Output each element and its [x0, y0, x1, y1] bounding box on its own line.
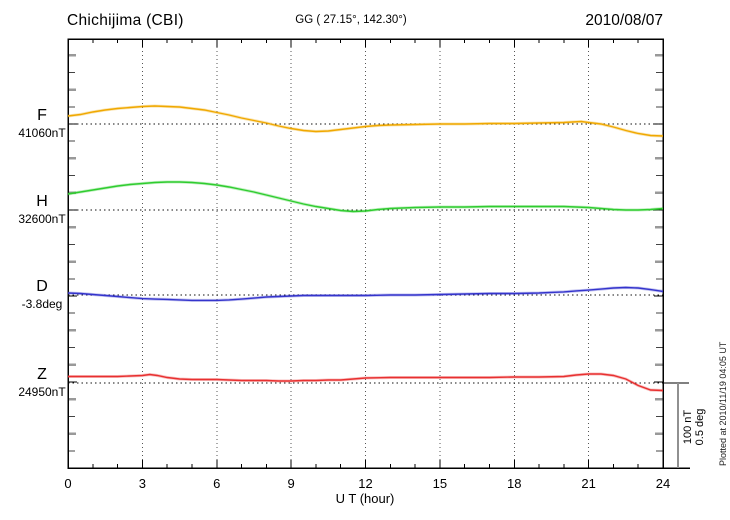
plot-frame: [67, 38, 690, 469]
x-tick-label: 21: [581, 476, 595, 491]
x-tick-label: 6: [213, 476, 220, 491]
trace-Z: [68, 373, 664, 392]
x-tick-label: 9: [288, 476, 295, 491]
trace-H: [67, 181, 664, 213]
trace-F: [67, 105, 664, 137]
x-tick-label: 3: [139, 476, 146, 491]
series-letter-F: F: [37, 107, 47, 124]
series-baseline-value-F: 41060nT: [18, 126, 66, 140]
x-tick-label: 24: [656, 476, 670, 491]
date-label: 2010/08/07: [585, 12, 663, 29]
x-tick-label: 15: [433, 476, 447, 491]
trace-D: [67, 286, 664, 302]
series-letter-H: H: [36, 193, 48, 210]
station-title: Chichijima (CBI): [67, 12, 184, 29]
trace-curves: [67, 104, 664, 392]
plotted-at-label: Plotted at 2010/11/19 04:05 UT: [718, 341, 728, 466]
x-tick-labels: 0 3 6 9 12 15 18 21 24: [64, 476, 670, 491]
series-baseline-value-H: 32600nT: [18, 212, 66, 226]
series-labels: F 41060nT H 32600nT D -3.8deg Z 24950nT: [18, 107, 66, 399]
x-tick-label: 12: [358, 476, 372, 491]
scale-bar: [663, 382, 689, 468]
x-tick-label: 0: [64, 476, 71, 491]
series-letter-D: D: [36, 278, 48, 295]
gridlines: [141, 39, 664, 468]
series-baseline-value-D: -3.8deg: [22, 297, 63, 311]
x-axis-title: U T (hour): [336, 491, 395, 506]
y-axis-ticks: [68, 54, 663, 452]
coords-label: GG ( 27.15°, 142.30°): [295, 14, 407, 26]
series-baseline-value-Z: 24950nT: [18, 385, 66, 399]
scale-bar-label-deg: 0.5 deg: [694, 409, 706, 446]
series-letter-Z: Z: [37, 366, 47, 383]
x-tick-label: 18: [507, 476, 521, 491]
scale-bar-label-nt: 100 nT: [682, 410, 694, 445]
